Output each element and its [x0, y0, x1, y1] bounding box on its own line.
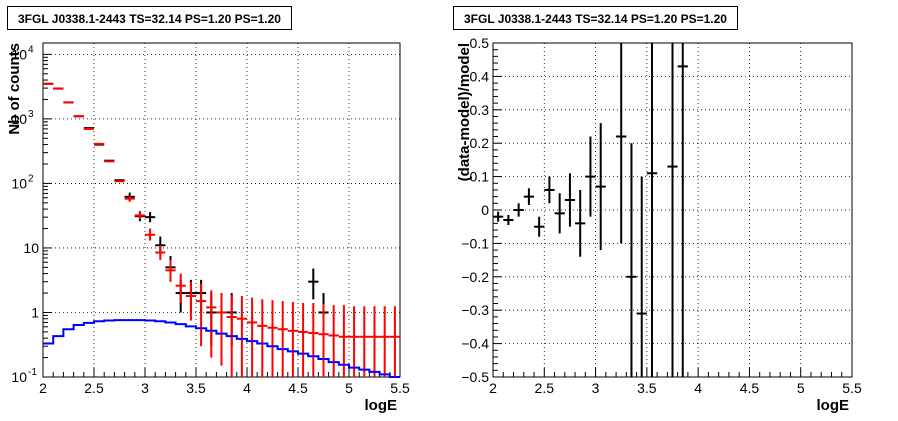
- counts-x-tick-label: 4.5: [288, 380, 308, 396]
- left-chart-title: 3FGL J0338.1-2443 TS=32.14 PS=1.20 PS=1.…: [7, 6, 292, 30]
- counts-x-tick-label: 2: [39, 380, 47, 396]
- right-chart-title: 3FGL J0338.1-2443 TS=32.14 PS=1.20 PS=1.…: [453, 6, 738, 30]
- residual-x-axis-title: logE: [817, 397, 850, 414]
- residual-x-tick-label: 2: [489, 380, 497, 396]
- residual-x-tick-label: 5: [797, 380, 805, 396]
- residual-x-tick-label: 2.5: [535, 380, 555, 396]
- residual-y-tick-label: −0.3: [461, 302, 489, 318]
- residual-y-axis-title: (data-model)/model: [456, 43, 473, 181]
- counts-y-tick-label: 10: [11, 111, 27, 127]
- counts-x-tick-label: 5.5: [390, 380, 410, 396]
- counts-x-tick-label: 5: [345, 380, 353, 396]
- counts-x-tick-label: 3: [141, 380, 149, 396]
- residual-y-tick-label: −0.2: [461, 269, 489, 285]
- residual-y-tick-label: 0: [481, 202, 489, 218]
- residual-x-tick-label: 4: [694, 380, 702, 396]
- residual-x-tick-label: 4.5: [740, 380, 760, 396]
- residual-y-tick-label: −0.1: [461, 235, 489, 251]
- counts-y-axis-title: Nb of counts: [6, 43, 23, 135]
- counts-y-tick-label: 10: [11, 175, 27, 191]
- counts-y-tick-label: 1: [31, 304, 39, 320]
- residual-y-tick-label: 0.1: [470, 169, 490, 185]
- residual-y-tick-label: −0.4: [461, 336, 489, 352]
- residual-y-tick-label: 0.3: [470, 102, 490, 118]
- counts-y-tick-exponent: 4: [28, 44, 34, 55]
- counts-y-tick-exponent: 2: [28, 173, 34, 184]
- counts-y-tick-exponent: -1: [28, 367, 37, 378]
- counts-x-tick-label: 3.5: [186, 380, 206, 396]
- residual-y-tick-label: 0.2: [470, 135, 490, 151]
- residual-x-tick-label: 3: [592, 380, 600, 396]
- residual-x-tick-label: 5.5: [842, 380, 862, 396]
- counts-plot-frame: [42, 42, 401, 378]
- counts-y-tick-label: 10: [23, 240, 39, 256]
- counts-x-axis-title: logE: [365, 397, 398, 414]
- residual-y-tick-label: 0.4: [470, 68, 490, 84]
- counts-y-tick-label: 10: [11, 46, 27, 62]
- residual-y-tick-label: −0.5: [461, 369, 489, 385]
- counts-x-tick-label: 2.5: [84, 380, 104, 396]
- counts-y-tick-exponent: 3: [28, 109, 34, 120]
- residual-y-tick-label: 0.5: [470, 35, 490, 51]
- counts-y-tick-label: 10: [11, 369, 27, 385]
- model-step-line: [43, 319, 400, 378]
- counts-x-tick-label: 4: [243, 380, 251, 396]
- residual-x-tick-label: 3.5: [637, 380, 657, 396]
